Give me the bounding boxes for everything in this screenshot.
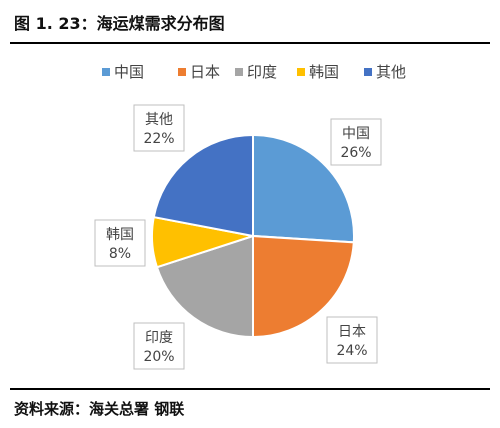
data-label-category: 日本 — [338, 324, 366, 340]
data-label-category: 韩国 — [106, 227, 134, 243]
data-label: 其他 22% — [133, 104, 185, 152]
data-label-value: 26% — [340, 145, 371, 161]
data-label: 韩国 8% — [94, 219, 146, 267]
data-label: 日本 24% — [326, 316, 378, 364]
legend-swatch — [297, 68, 305, 76]
legend-swatch — [235, 68, 243, 76]
top-rule — [10, 42, 490, 44]
legend-label: 印度 — [247, 63, 277, 81]
legend-swatch — [178, 68, 186, 76]
pie-slice — [252, 234, 355, 339]
legend-swatch — [102, 68, 110, 76]
figure-title: 图 1. 23：海运煤需求分布图 — [14, 14, 225, 33]
data-label: 印度 20% — [133, 322, 185, 370]
data-label-box — [133, 322, 185, 370]
data-label-value: 8% — [109, 246, 131, 262]
data-label: 中国 26% — [330, 118, 382, 166]
legend-label: 韩国 — [309, 63, 339, 81]
data-label-box — [330, 118, 382, 166]
legend-label: 中国 — [114, 63, 144, 81]
data-label-category: 中国 — [342, 126, 370, 142]
legend-swatch — [364, 68, 372, 76]
data-label-box — [94, 219, 146, 267]
source-note: 资料来源：海关总署 钢联 — [14, 400, 185, 418]
legend-item: 日本 — [178, 63, 220, 81]
data-label-category: 印度 — [145, 330, 173, 346]
data-label-value: 24% — [336, 343, 367, 359]
pie-slice — [152, 133, 254, 238]
legend-label: 其他 — [376, 63, 406, 81]
pie-slice — [155, 234, 254, 339]
bottom-rule — [10, 388, 490, 390]
legend-item: 韩国 — [297, 63, 339, 81]
pie-slice — [252, 133, 355, 244]
data-label-category: 其他 — [145, 112, 173, 128]
data-label-value: 20% — [143, 349, 174, 365]
data-label-value: 22% — [143, 131, 174, 147]
data-label-box — [326, 316, 378, 364]
legend-label: 日本 — [190, 63, 220, 81]
legend-item: 印度 — [235, 63, 277, 81]
data-label-box — [133, 104, 185, 152]
legend-item: 中国 — [102, 63, 144, 81]
legend-item: 其他 — [364, 63, 406, 81]
